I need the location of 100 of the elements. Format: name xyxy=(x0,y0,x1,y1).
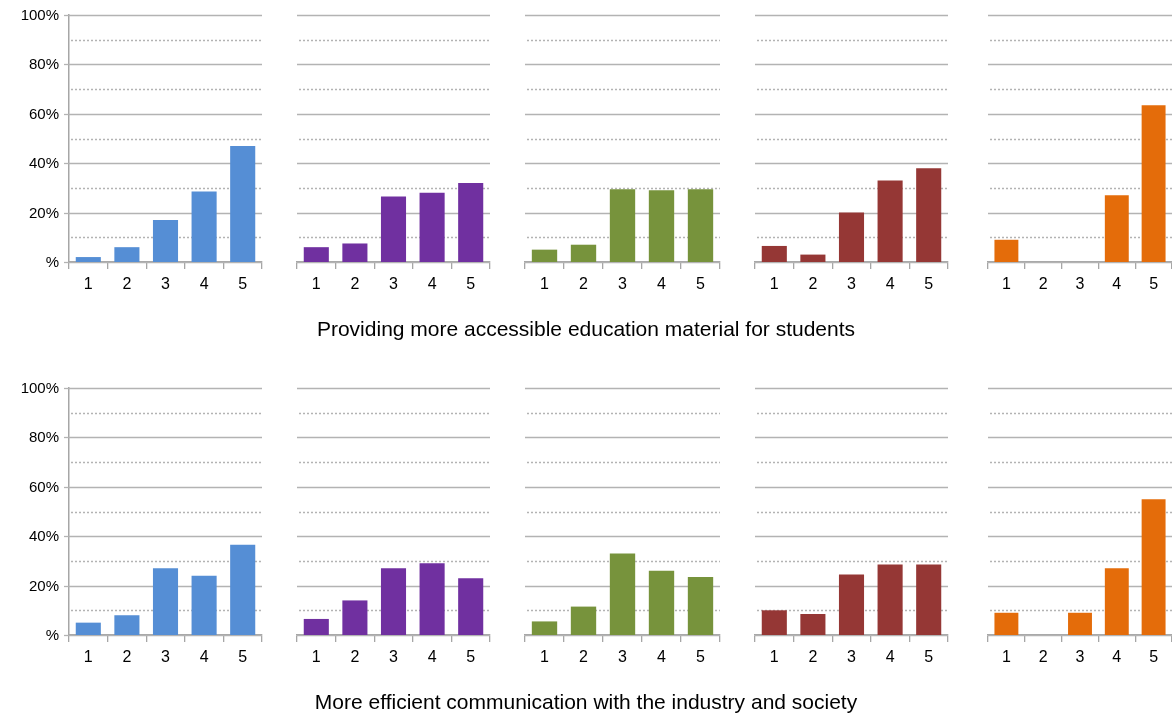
bar xyxy=(531,621,558,635)
x-tick-label: 3 xyxy=(389,275,399,293)
y-tick-label: 40% xyxy=(28,153,59,171)
x-tick-label: 1 xyxy=(83,275,93,293)
x-tick-label: 3 xyxy=(389,648,399,666)
bar xyxy=(761,245,787,262)
x-tick-label: 4 xyxy=(657,275,667,293)
x-tick-label: 4 xyxy=(427,275,437,293)
bar xyxy=(458,182,484,262)
bar xyxy=(800,614,826,635)
x-tick-label: 5 xyxy=(466,275,476,293)
x-tick-label: 4 xyxy=(1112,275,1122,293)
bar xyxy=(877,180,903,262)
bar xyxy=(687,189,714,262)
bar xyxy=(230,145,256,262)
x-tick-label: 5 xyxy=(238,275,248,293)
x-tick-label: 3 xyxy=(847,275,857,293)
bar xyxy=(800,254,826,262)
y-tick-label: 100% xyxy=(20,378,59,396)
bar xyxy=(570,606,597,635)
bar xyxy=(838,212,865,262)
x-tick-label: 2 xyxy=(808,648,818,666)
x-tick-label: 2 xyxy=(122,275,132,293)
x-tick-label: 3 xyxy=(618,275,628,293)
x-tick-label: 5 xyxy=(466,648,476,666)
x-tick-label: 3 xyxy=(1075,275,1085,293)
bar xyxy=(687,576,714,635)
x-tick-label: 1 xyxy=(769,275,779,293)
x-tick-label: 2 xyxy=(808,275,818,293)
bar xyxy=(419,563,445,635)
x-tick-label: 1 xyxy=(311,275,321,293)
x-tick-label: 1 xyxy=(1001,648,1011,666)
x-tick-label: 1 xyxy=(769,648,779,666)
bar xyxy=(342,243,368,262)
x-tick-label: 5 xyxy=(238,648,248,666)
bar xyxy=(838,574,865,635)
bar xyxy=(570,244,597,262)
bar xyxy=(75,257,101,262)
x-tick-label: 5 xyxy=(696,275,706,293)
x-tick-label: 5 xyxy=(1149,275,1159,293)
y-tick-label: 60% xyxy=(28,477,59,495)
bar xyxy=(342,600,368,635)
x-tick-label: 5 xyxy=(924,275,934,293)
x-tick-label: 5 xyxy=(924,648,934,666)
y-tick-label: 80% xyxy=(28,427,59,445)
x-tick-label: 1 xyxy=(311,648,321,666)
y-tick-label: % xyxy=(45,252,59,270)
bar xyxy=(230,544,256,635)
bar xyxy=(609,553,636,635)
x-tick-label: 3 xyxy=(847,648,857,666)
bar xyxy=(114,247,140,262)
x-tick-label: 2 xyxy=(350,648,360,666)
x-tick-label: 2 xyxy=(122,648,132,666)
bar xyxy=(916,564,942,635)
bar xyxy=(609,189,636,262)
x-tick-label: 1 xyxy=(83,648,93,666)
x-tick-label: 3 xyxy=(618,648,628,666)
x-tick-label: 1 xyxy=(540,648,550,666)
bar xyxy=(458,578,484,635)
x-tick-label: 3 xyxy=(1075,648,1085,666)
x-tick-label: 2 xyxy=(1038,275,1048,293)
y-tick-label: 20% xyxy=(28,203,59,221)
x-tick-label: 2 xyxy=(579,275,589,293)
x-tick-label: 2 xyxy=(579,648,589,666)
x-tick-label: 1 xyxy=(1001,275,1011,293)
x-tick-label: 4 xyxy=(885,648,895,666)
bar xyxy=(152,220,179,262)
bar xyxy=(419,192,445,262)
y-tick-label: 60% xyxy=(28,104,59,122)
bar xyxy=(75,622,101,635)
bar xyxy=(152,568,179,635)
y-tick-label: % xyxy=(45,625,59,643)
x-axis-title: More efficient communication with the industry and society xyxy=(313,690,859,714)
x-axis-title: Providing more accessible education material for students xyxy=(315,317,857,341)
x-tick-label: 1 xyxy=(540,275,550,293)
x-tick-label: 3 xyxy=(161,648,171,666)
x-tick-label: 4 xyxy=(657,648,667,666)
bar xyxy=(114,615,140,635)
bar xyxy=(531,249,558,262)
bar xyxy=(303,247,329,262)
x-tick-label: 5 xyxy=(1149,648,1159,666)
x-tick-label: 5 xyxy=(696,648,706,666)
y-tick-label: 40% xyxy=(28,526,59,544)
x-tick-label: 3 xyxy=(161,275,171,293)
x-tick-label: 4 xyxy=(199,648,209,666)
bar xyxy=(916,168,942,262)
y-tick-label: 20% xyxy=(28,576,59,594)
y-tick-label: 100% xyxy=(20,5,59,23)
x-tick-label: 4 xyxy=(1112,648,1122,666)
x-tick-label: 4 xyxy=(199,275,209,293)
x-tick-label: 2 xyxy=(1038,648,1048,666)
y-tick-label: 80% xyxy=(28,54,59,72)
bar xyxy=(303,618,329,635)
bar xyxy=(191,575,217,635)
bar xyxy=(648,190,675,262)
bar xyxy=(877,564,903,635)
x-tick-label: 4 xyxy=(427,648,437,666)
x-tick-label: 4 xyxy=(885,275,895,293)
bar xyxy=(380,568,407,635)
bar xyxy=(191,191,217,262)
